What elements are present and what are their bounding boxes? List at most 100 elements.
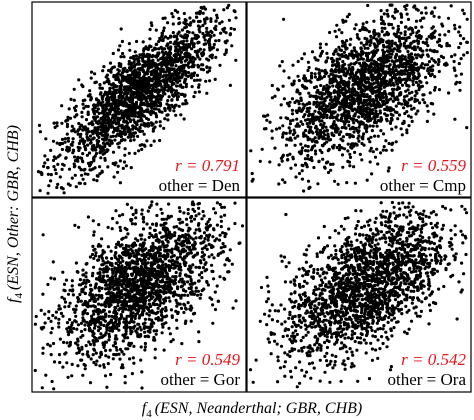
scatter-point [98, 172, 102, 176]
scatter-point [51, 158, 56, 162]
scatter-point [311, 145, 315, 149]
scatter-point [457, 30, 461, 34]
scatter-point [288, 136, 292, 140]
scatter-point [101, 69, 105, 73]
scatter-point [398, 39, 402, 43]
scatter-point [163, 81, 167, 85]
scatter-point [139, 91, 144, 95]
scatter-point [458, 80, 462, 85]
scatter-point [92, 348, 97, 352]
scatter-point [80, 83, 84, 87]
scatter-point [141, 241, 145, 246]
scatter-point [185, 39, 189, 43]
scatter-point [413, 4, 417, 8]
scatter-point [224, 48, 228, 52]
scatter-point [356, 136, 360, 140]
scatter-point [131, 356, 135, 360]
scatter-point [108, 348, 112, 352]
scatter-point [358, 57, 362, 61]
scatter-point [158, 231, 162, 235]
scatter-point [416, 45, 420, 49]
scatter-point [229, 26, 233, 31]
y-axis-label: f4(ESN, Other: GBR, CHB) [5, 125, 25, 303]
scatter-point [359, 50, 364, 54]
scatter-point [337, 28, 341, 32]
scatter-point [37, 123, 42, 127]
scatter-point [391, 26, 395, 30]
scatter-point [79, 132, 83, 136]
scatter-point [264, 127, 268, 131]
scatter-point [447, 29, 451, 33]
scatter-point [52, 165, 56, 169]
scatter-point [201, 23, 205, 28]
scatter-point [429, 74, 433, 78]
scatter-point [84, 148, 88, 152]
scatter-point [329, 162, 333, 166]
scatter-point [122, 160, 127, 164]
scatter-point [193, 90, 197, 94]
scatter-point [411, 30, 415, 35]
scatter-point [76, 159, 80, 163]
scatter-point [348, 43, 352, 47]
scatter-point [437, 43, 442, 48]
scatter-point [170, 57, 174, 61]
scatter-point [292, 82, 296, 86]
scatter-point [360, 158, 364, 162]
scatter-point [153, 356, 157, 360]
scatter-point [230, 262, 234, 266]
scatter-point [302, 74, 306, 78]
scatter-point [163, 35, 168, 39]
scatter-point [365, 58, 369, 62]
scatter-point [159, 61, 163, 65]
scatter-point [337, 132, 341, 137]
scatter-point [394, 125, 398, 129]
scatter-point [416, 41, 420, 46]
scatter-point [327, 74, 331, 78]
scatter-point [195, 51, 199, 55]
scatter-point [123, 147, 127, 151]
scatter-point [156, 94, 160, 98]
scatter-point [381, 40, 385, 44]
scatter-point [339, 81, 343, 85]
scatter-point [443, 33, 447, 37]
scatter-point [332, 120, 336, 124]
scatter-point [144, 80, 148, 84]
scatter-point [428, 91, 432, 95]
scatter-point [403, 57, 407, 61]
scatter-point [139, 99, 143, 103]
scatter-point [98, 355, 102, 359]
scatter-point [215, 13, 219, 17]
scatter-point [326, 136, 330, 141]
scatter-point [175, 326, 179, 330]
scatter-point [374, 70, 378, 74]
scatter-point [88, 168, 92, 172]
scatter-point [178, 21, 182, 25]
scatter-point [133, 151, 137, 155]
scatter-point [396, 117, 400, 121]
scatter-point [291, 118, 295, 122]
scatter-point [221, 231, 225, 235]
scatter-point [96, 107, 100, 111]
scatter-point [207, 255, 211, 259]
scatter-point [182, 117, 186, 121]
scatter-point [422, 93, 426, 97]
scatter-point [198, 78, 202, 82]
scatter-point [313, 72, 317, 76]
scatter-point [67, 107, 71, 111]
scatter-point [421, 40, 425, 45]
scatter-point [111, 51, 115, 56]
scatter-point [341, 60, 345, 64]
scatter-point [97, 111, 101, 115]
scatter-point [299, 98, 303, 102]
scatter-point [368, 149, 372, 153]
scatter-point [208, 217, 212, 221]
scatter-point [348, 155, 353, 159]
scatter-point [81, 177, 85, 181]
scatter-point [147, 76, 151, 80]
scatter-point [337, 45, 341, 49]
scatter-point [431, 64, 435, 68]
scatter-point [152, 47, 156, 51]
scatter-point [154, 62, 158, 66]
scatter-point [116, 126, 120, 130]
scatter-point [423, 101, 427, 105]
